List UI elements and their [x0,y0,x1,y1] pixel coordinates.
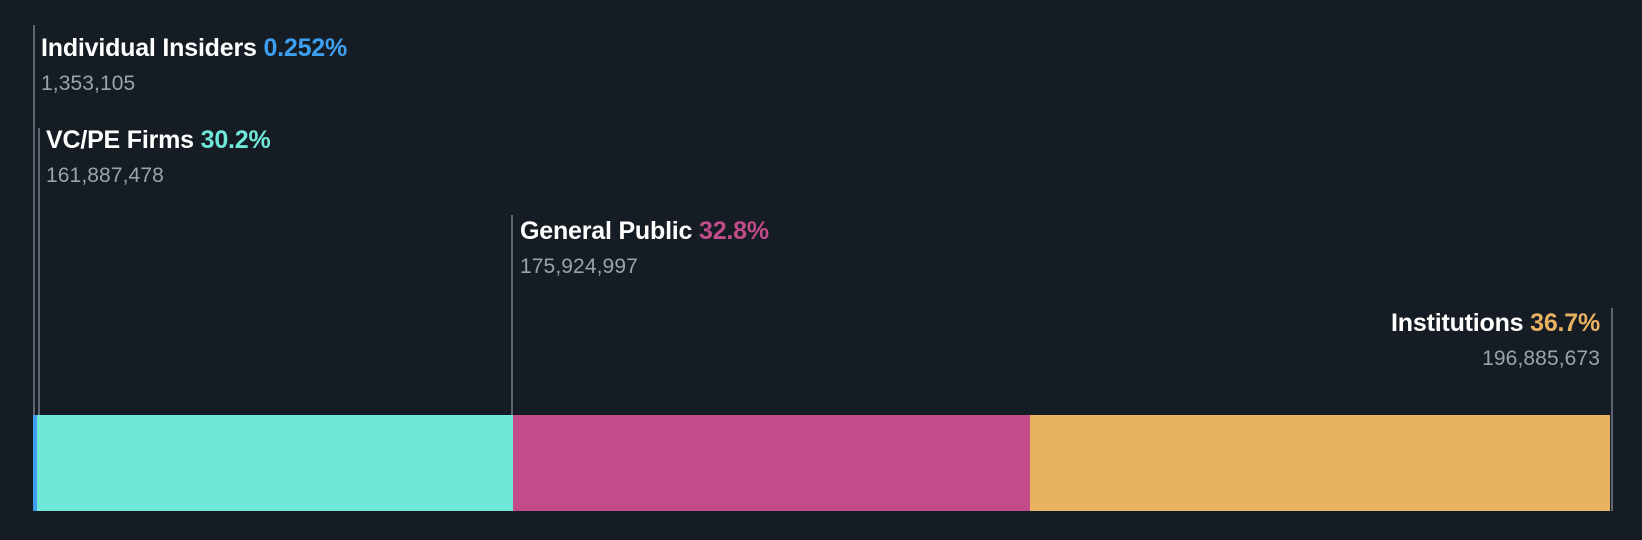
segment-label-general-public[interactable]: General Public 32.8% 175,924,997 [520,216,769,281]
segment-shares-individual-insiders: 1,353,105 [41,72,136,95]
segment-percent-individual-insiders: 0.252% [263,34,348,62]
segment-percent-general-public: 32.8% [699,217,769,245]
bar-segment-individual-insiders[interactable] [33,415,37,511]
segment-title-general-public: General Public 32.8% [520,216,769,246]
segment-percent-vc-pe-firms: 30.2% [200,126,271,154]
segment-shares-institutions: 196,885,673 [1482,347,1600,370]
segment-name-general-public: General Public [520,217,693,245]
segment-title-institutions: Institutions 36.7% [1391,308,1600,338]
leader-line-general-public [511,215,513,511]
leader-line-institutions [1611,308,1613,511]
segment-label-individual-insiders[interactable]: Individual Insiders 0.252% 1,353,105 [41,33,347,98]
leader-line-individual-insiders [33,25,35,511]
segment-title-vc-pe-firms: VC/PE Firms 30.2% [46,125,271,155]
segment-name-institutions: Institutions [1391,309,1524,337]
bar-segment-general-public[interactable] [513,415,1031,511]
segment-shares-general-public: 175,924,997 [520,255,638,278]
leader-line-vc-pe-firms [38,128,40,511]
segment-percent-institutions: 36.7% [1530,309,1600,337]
segment-label-vc-pe-firms[interactable]: VC/PE Firms 30.2% 161,887,478 [46,125,271,190]
segment-label-institutions[interactable]: Institutions 36.7% 196,885,673 [1391,308,1600,373]
segment-name-vc-pe-firms: VC/PE Firms [46,126,194,154]
segment-title-individual-insiders: Individual Insiders 0.252% [41,33,347,63]
segment-shares-vc-pe-firms: 161,887,478 [46,164,164,187]
bar-segment-institutions[interactable] [1030,415,1610,511]
segment-name-individual-insiders: Individual Insiders [41,34,257,62]
bar-segment-vc-pe-firms[interactable] [36,415,514,511]
ownership-stacked-bar [33,415,1610,511]
